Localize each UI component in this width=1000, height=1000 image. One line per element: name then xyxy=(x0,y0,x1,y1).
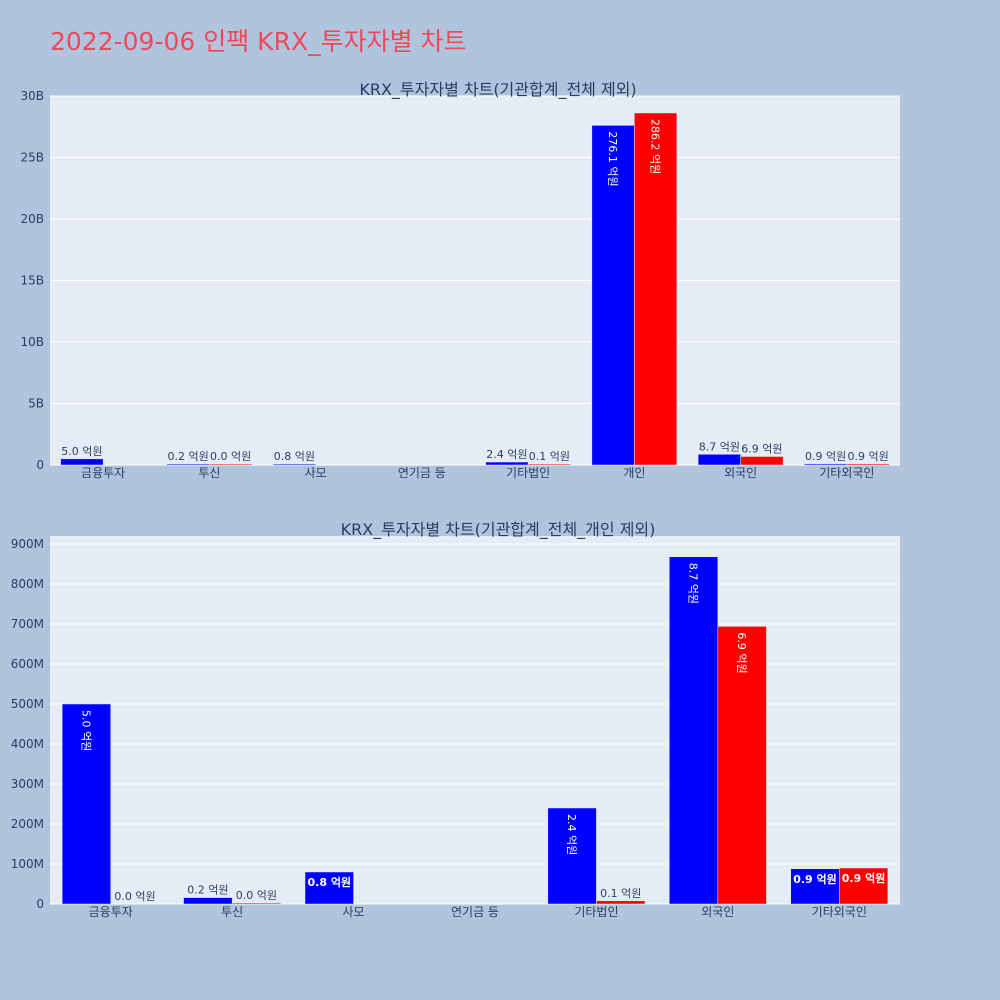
y-tick-label: 15B xyxy=(20,274,44,288)
data-label: 0.9 억원 xyxy=(842,871,886,885)
x-tick-label: 금융투자 xyxy=(81,466,125,480)
y-tick-label: 10B xyxy=(20,335,44,349)
bar-sell xyxy=(717,626,767,905)
x-tick-label: 연기금 등 xyxy=(451,905,499,919)
y-tick-label: 25B xyxy=(20,151,44,165)
chart-bottom: 0 100M 200M 300M 400M 500M 600M 700M 800M 900M KRX… xyxy=(11,520,900,919)
data-label: 2.4 억원 xyxy=(565,814,578,855)
y-tick-label: 200M xyxy=(11,817,44,831)
bar-buy xyxy=(697,454,741,466)
bar-buy xyxy=(60,458,104,466)
data-label: 2.4 억원 xyxy=(486,448,527,461)
x-tick-label: 투신 xyxy=(198,466,220,480)
x-tick-label: 기타법인 xyxy=(574,905,618,919)
bar-buy xyxy=(669,556,719,905)
data-label: 5.0 억원 xyxy=(79,710,92,751)
y-tick-label: 0 xyxy=(36,897,44,911)
data-label: 0.8 억원 xyxy=(308,875,352,889)
page-title: 2022-09-06 인팩 KRX_투자자별 차트 xyxy=(50,27,467,56)
data-label: 0.9 억원 xyxy=(805,450,846,463)
bar-buy xyxy=(485,461,529,466)
x-tick-label: 사모 xyxy=(343,905,365,919)
data-label: 5.0 억원 xyxy=(61,445,102,458)
bar-sell xyxy=(596,900,646,905)
data-label: 0.2 억원 xyxy=(187,884,228,897)
bar-buy xyxy=(166,463,210,466)
bar-sell xyxy=(740,456,784,466)
y-tick-label: 700M xyxy=(11,617,44,631)
y-tick-label: 900M xyxy=(11,537,44,551)
data-label: 286.2 억원 xyxy=(649,119,662,174)
x-tick-label: 기타외국인 xyxy=(819,466,874,480)
bar-buy xyxy=(804,463,848,466)
y-tick-label: 100M xyxy=(11,857,44,871)
x-tick-label: 연기금 등 xyxy=(398,466,446,480)
bar-sell xyxy=(846,463,890,466)
y-tick-label: 0 xyxy=(36,458,44,472)
bar-buy xyxy=(61,703,111,905)
x-tick-label: 외국인 xyxy=(724,466,757,480)
bar-sell xyxy=(231,902,281,905)
y-tick-label: 5B xyxy=(28,397,44,411)
bar-buy xyxy=(304,871,354,905)
data-label: 0.0 억원 xyxy=(210,450,251,463)
y-tick-label: 20B xyxy=(20,212,44,226)
bar-sell xyxy=(839,867,889,905)
x-tick-label: 금융투자 xyxy=(89,905,133,919)
chart-top: 0 5B 10B 15B 20B 25B 30B KRX_투자자별 차트(기관합계_전체 제외… xyxy=(20,80,900,480)
y-tick-label: 800M xyxy=(11,577,44,591)
bar-buy xyxy=(272,463,316,466)
bar-buy xyxy=(183,897,233,905)
data-label: 8.7 억원 xyxy=(687,563,700,604)
x-tick-label: 개인 xyxy=(623,466,645,480)
bar-sell xyxy=(527,463,571,466)
chart-title: KRX_투자자별 차트(기관합계_전체 제외) xyxy=(359,80,636,100)
bar-buy xyxy=(547,807,597,905)
x-tick-label: 기타법인 xyxy=(506,466,550,480)
data-label: 6.9 억원 xyxy=(741,443,782,456)
y-tick-label: 300M xyxy=(11,777,44,791)
x-tick-label: 외국인 xyxy=(701,905,734,919)
data-label: 0.9 억원 xyxy=(793,872,837,886)
x-tick-label: 사모 xyxy=(305,466,327,480)
data-label: 0.8 억원 xyxy=(274,450,315,463)
bar-sell xyxy=(634,112,678,466)
data-label: 0.0 억원 xyxy=(114,890,155,903)
y-tick-label: 400M xyxy=(11,737,44,751)
y-tick-label: 600M xyxy=(11,657,44,671)
plot-area xyxy=(50,536,900,904)
data-label: 6.9 억원 xyxy=(735,632,748,673)
chart-title: KRX_투자자별 차트(기관합계_전체_개인 제외) xyxy=(341,520,656,540)
bar-buy xyxy=(591,125,635,466)
data-label: 0.1 억원 xyxy=(529,450,570,463)
y-tick-label: 500M xyxy=(11,697,44,711)
data-label: 0.9 억원 xyxy=(848,450,889,463)
x-tick-label: 기타외국인 xyxy=(812,905,867,919)
y-tick-label: 30B xyxy=(20,89,44,103)
data-label: 8.7 억원 xyxy=(699,440,740,453)
x-tick-label: 투신 xyxy=(221,905,243,919)
bar-sell xyxy=(209,463,253,466)
data-label: 276.1 억원 xyxy=(606,131,619,186)
data-label: 0.0 억원 xyxy=(236,889,277,902)
data-label: 0.2 억원 xyxy=(168,450,209,463)
data-label: 0.1 억원 xyxy=(600,887,641,900)
